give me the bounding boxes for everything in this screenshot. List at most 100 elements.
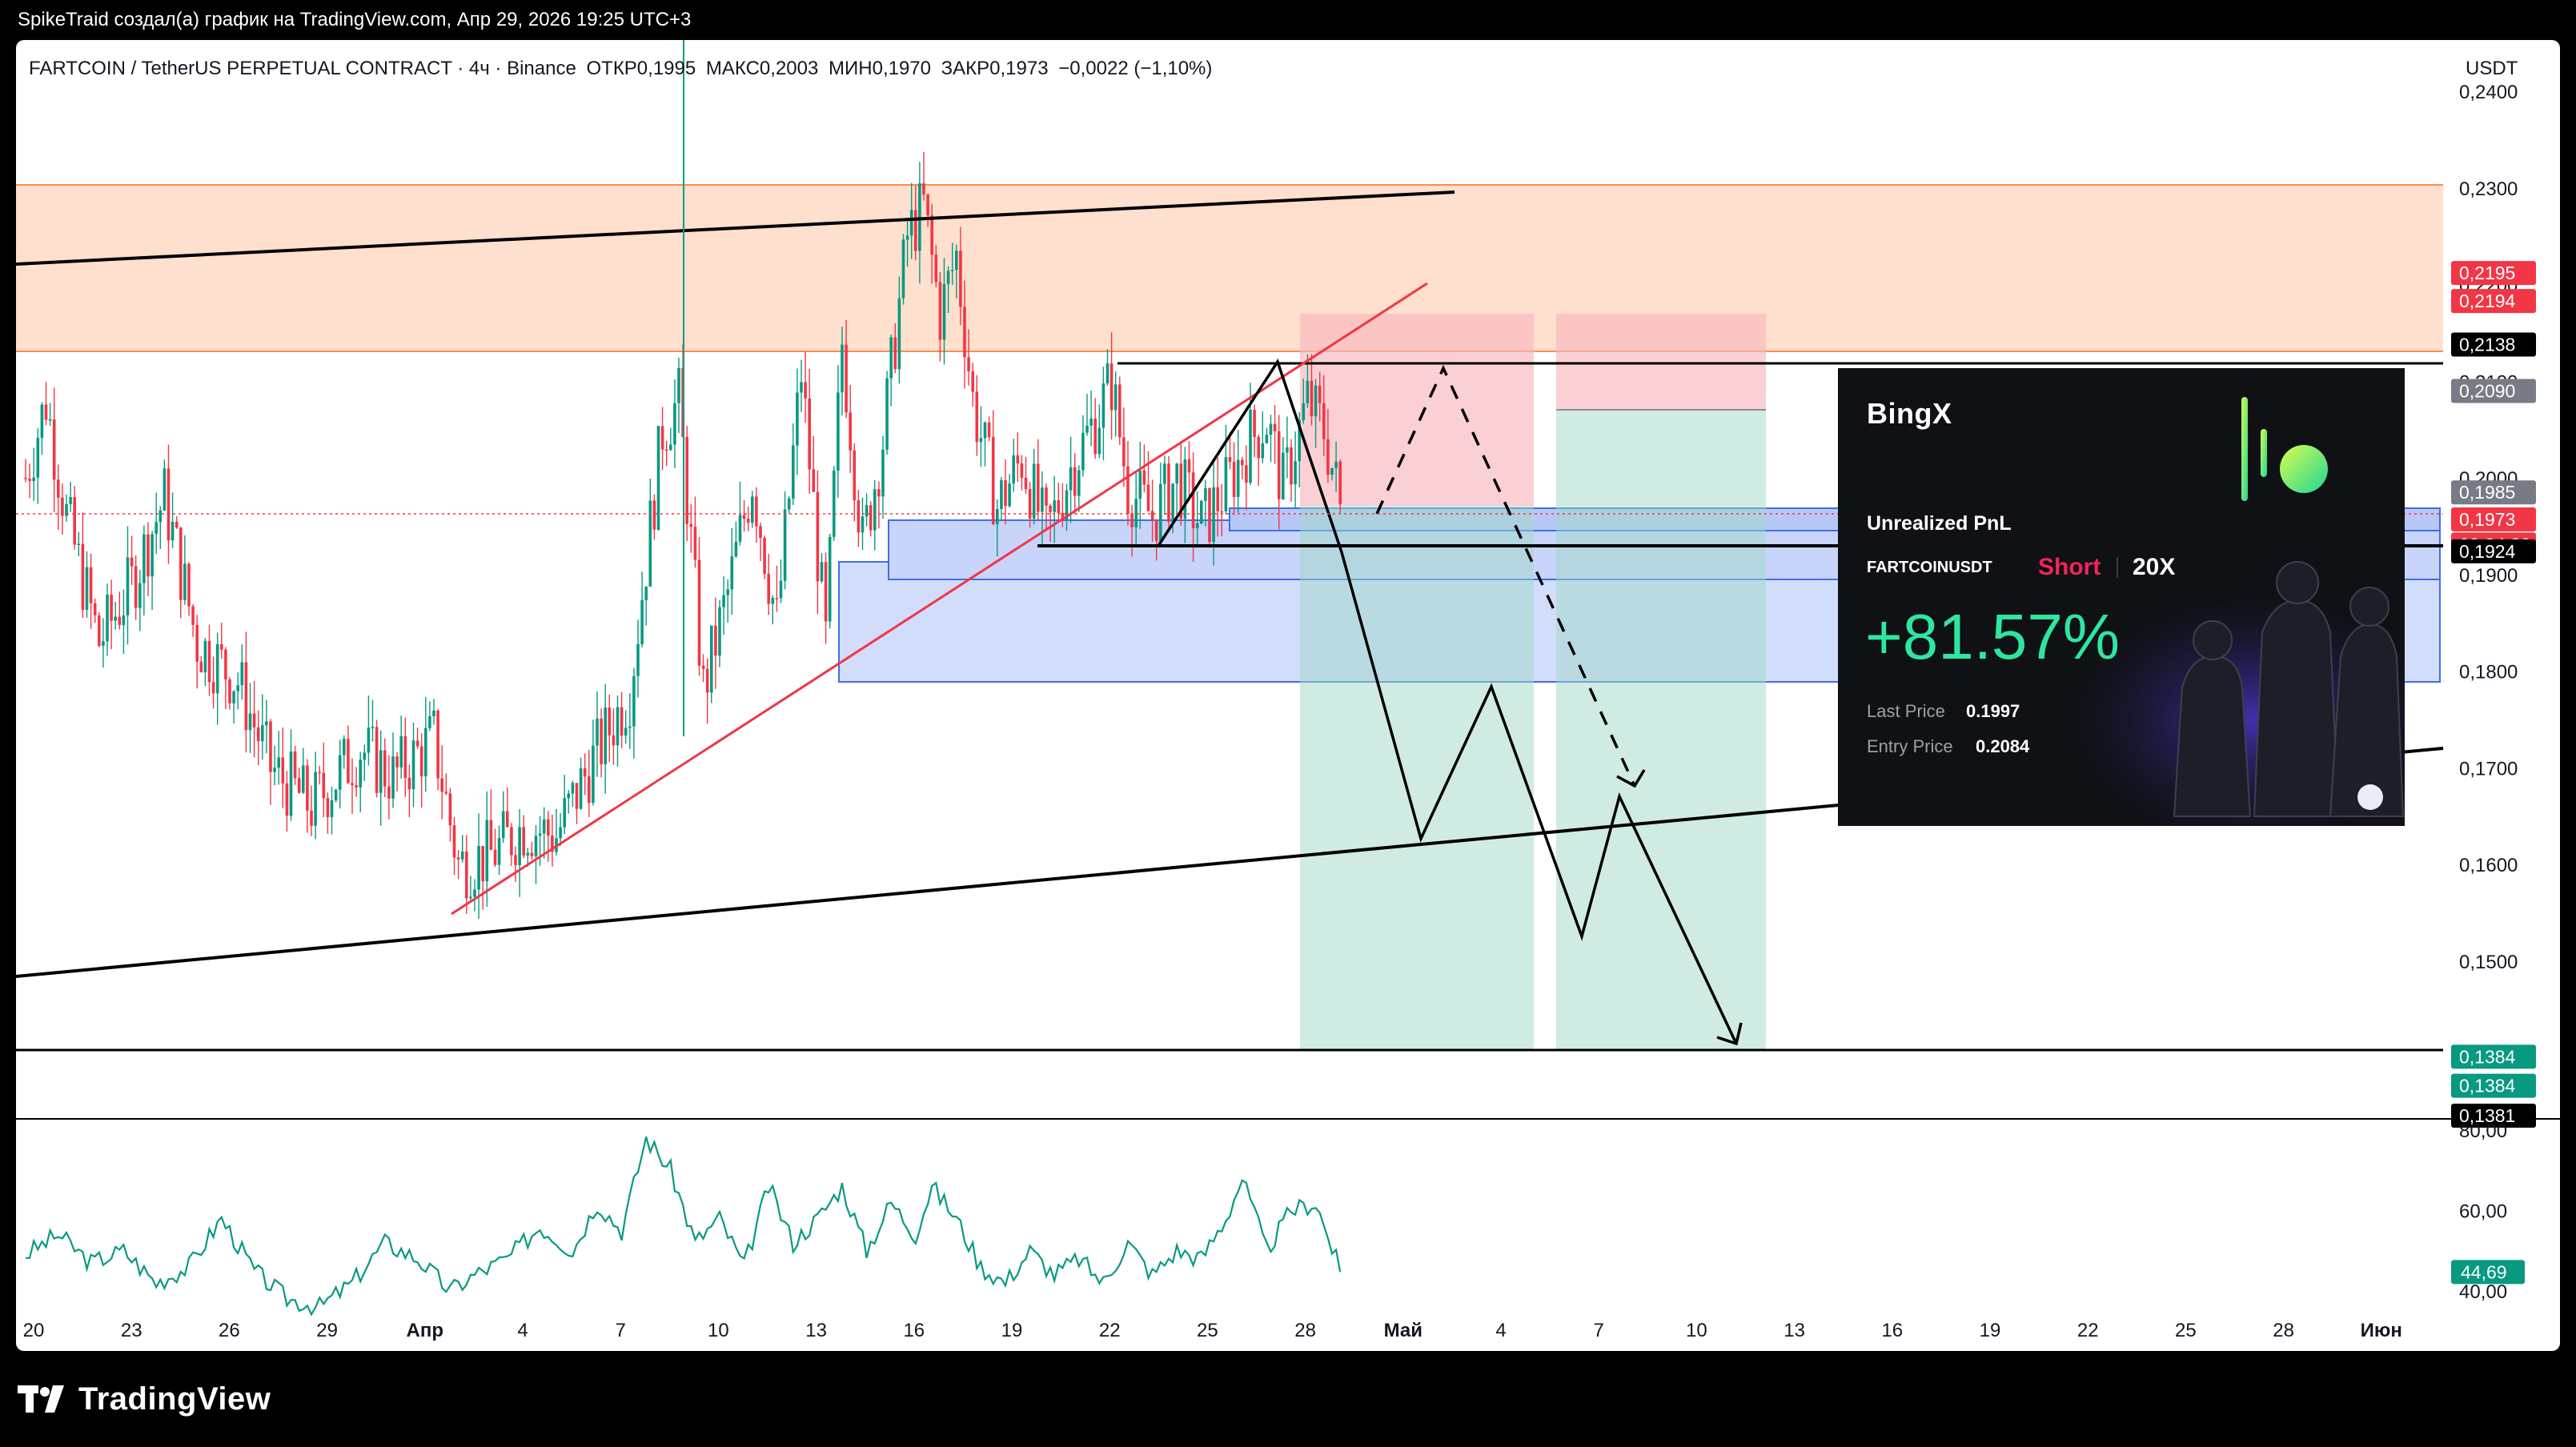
time-tick: Июн: [2361, 1320, 2402, 1341]
candle-body: [983, 422, 987, 439]
candle-body: [469, 896, 472, 899]
candle-body: [1273, 423, 1277, 431]
pnl-card: BingX Unrealized PnL FARTCOINUSDT Short …: [1838, 368, 2405, 826]
candle-body: [538, 833, 542, 836]
candle-body: [1277, 431, 1281, 499]
candle-body: [938, 282, 942, 340]
card-title: Unrealized PnL: [1867, 512, 2012, 535]
candle-body: [98, 615, 101, 646]
candle-body: [979, 438, 983, 443]
candle-body: [240, 662, 244, 686]
candle-body: [946, 271, 950, 284]
candle-body: [1150, 511, 1154, 520]
price-label-bg: [2451, 379, 2536, 403]
candle-body: [383, 750, 387, 787]
candle-body: [163, 468, 167, 511]
candle-body: [207, 640, 211, 683]
price-label-bg: [2451, 1073, 2536, 1098]
candle-body: [314, 772, 317, 826]
candle-body: [52, 419, 56, 480]
card-side: Short: [2038, 554, 2101, 580]
price-label-bg: [2451, 507, 2536, 532]
candle-body: [150, 534, 154, 577]
price-label: 0,1973: [2459, 509, 2515, 530]
candle-body: [1105, 363, 1109, 384]
candle-body: [934, 255, 938, 283]
price-tick: 0,1900: [2459, 565, 2518, 587]
candle-body: [432, 710, 435, 716]
candle-body: [608, 707, 612, 736]
price-tick: 0,1500: [2459, 952, 2518, 973]
time-axis[interactable]: 20 23 26 29 Апр 4 7 10 13 16 19 22 25 28 Май 4 7 10 13 16 19…: [23, 1320, 2402, 1341]
candle-body: [289, 752, 293, 816]
candle-body: [183, 563, 187, 600]
candle-body: [510, 827, 513, 856]
candle-body: [705, 668, 709, 693]
candle-body: [779, 580, 783, 599]
candle-body: [1326, 439, 1330, 475]
candle-body: [248, 713, 252, 731]
candle-body: [1126, 466, 1130, 514]
price-chart[interactable]: 0,24000,23000,22000,21000,20000,19000,18…: [16, 40, 2560, 1351]
rsi-pane: [25, 1136, 1342, 1317]
candle-body: [36, 438, 40, 478]
candle-body: [783, 509, 787, 581]
candle-body: [334, 789, 338, 801]
price-label: 0,2195: [2459, 263, 2515, 283]
candle-body: [1093, 419, 1097, 455]
candle-body: [1167, 463, 1170, 523]
candle-body: [1302, 403, 1306, 421]
candle-body: [1089, 419, 1093, 426]
price-unit[interactable]: USDT: [2466, 58, 2518, 79]
price-label-bg: [2451, 332, 2536, 357]
candle-body: [1134, 499, 1138, 527]
candle-body: [816, 491, 820, 582]
symbol-legend[interactable]: FARTCOIN / TetherUS PERPETUAL CONTRACT ·…: [29, 58, 1217, 80]
price-label: 0,2138: [2459, 334, 2515, 355]
price-tick: 0,1700: [2459, 758, 2518, 780]
candle-body: [281, 757, 285, 784]
candle-body: [158, 510, 163, 523]
candle-body: [534, 836, 538, 856]
candle-body: [1000, 480, 1003, 510]
candle-body: [792, 445, 795, 499]
candle-body: [1146, 484, 1150, 511]
candle-body: [265, 721, 268, 726]
candle-body: [877, 489, 881, 497]
candle-body: [1138, 470, 1142, 499]
candle-body: [387, 786, 391, 799]
candle-body: [865, 505, 869, 517]
candle-body: [452, 825, 456, 858]
price-label: 0,2090: [2459, 380, 2515, 401]
candle-body: [640, 599, 644, 644]
candle-body: [244, 662, 248, 731]
candle-body: [1081, 432, 1085, 471]
time-tick: 29: [316, 1320, 338, 1341]
legend-symbol[interactable]: FARTCOIN / TetherUS PERPETUAL CONTRACT ·…: [29, 58, 576, 79]
price-axis[interactable]: 0,24000,23000,22000,21000,20000,19000,18…: [2459, 82, 2518, 1069]
time-tick: 4: [1495, 1320, 1506, 1341]
candle-body: [1142, 470, 1146, 485]
candle-body: [1212, 487, 1215, 543]
upper-channel-line: [16, 190, 1455, 266]
candle-body: [203, 640, 207, 673]
candle-body: [551, 836, 554, 852]
bar-shape-2: [2261, 429, 2267, 477]
candle-body: [636, 643, 640, 676]
time-tick: 25: [1197, 1320, 1218, 1341]
price-label: 0,1384: [2459, 1046, 2516, 1067]
candle-body: [481, 846, 484, 882]
candle-body: [261, 725, 264, 742]
tradingview-logo-text: TradingView: [78, 1381, 271, 1417]
time-tick: 26: [219, 1320, 240, 1341]
candle-body: [114, 616, 117, 621]
card-brand: BingX: [1867, 397, 1952, 430]
rsi-current-label: 44,69: [2461, 1261, 2507, 1282]
card-last-price-label: Last Price: [1867, 701, 1945, 721]
candle-body: [689, 523, 693, 527]
candle-body: [742, 515, 746, 519]
chart-frame[interactable]: 0,24000,23000,22000,21000,20000,19000,18…: [16, 40, 2560, 1351]
card-pnl: +81.57%: [1865, 601, 2121, 672]
price-label: 0,2194: [2459, 291, 2516, 311]
candle-body: [118, 616, 122, 625]
